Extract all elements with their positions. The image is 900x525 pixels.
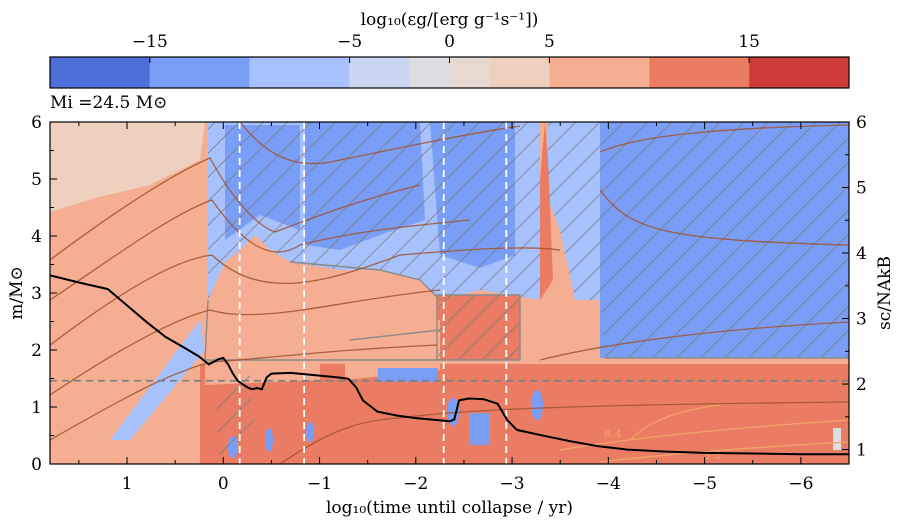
- mixing-boundary-2: [436, 294, 521, 361]
- mixing-boundary-1: [204, 299, 440, 361]
- iso-mass-3: [50, 247, 561, 346]
- colorbar-bin-1: [149, 57, 250, 88]
- y-tick-label-3: 3: [31, 284, 42, 304]
- colorbar-tick-label-3: 5: [544, 32, 555, 52]
- reference-lines: [50, 122, 849, 464]
- colorbar-bin-9: [749, 57, 849, 88]
- field-envelope-pale: [50, 122, 205, 212]
- pocket-4: [447, 398, 459, 426]
- colorbar-bin-5: [449, 57, 490, 88]
- x-tick-label-6: −5: [692, 474, 717, 494]
- y-tick-label-6: 6: [31, 113, 42, 133]
- mixing-boundary-3: [289, 261, 441, 301]
- hatch-convective-outer: [208, 122, 540, 300]
- iso-mass-10: [279, 401, 849, 464]
- field-blue-tongue: [110, 320, 205, 440]
- y-tick-label-4: 4: [31, 227, 42, 247]
- burning-contour-1: [559, 419, 849, 451]
- iso-mass-contours: [50, 122, 849, 464]
- iso-mass-1: [50, 157, 421, 261]
- colorbar-ticks: −15 −5 0 5 15: [132, 32, 760, 63]
- pocket-7: [470, 413, 490, 445]
- colorbar: −15 −5 0 5 15 log₁₀(εg/[erg g⁻¹s⁻¹]): [49, 10, 850, 89]
- y-tick-label-5: 5: [31, 170, 42, 190]
- colorbar-tick-label-1: −5: [337, 32, 362, 52]
- burning-contour-3: [629, 404, 721, 441]
- y2-axis-label: sc/NAkB: [875, 256, 895, 330]
- axes-ticks: 1 0 −1 −2 −3 −4 −5 −6 0 1 2 3 4 5 6 1 2 3 4 5 6: [31, 113, 867, 494]
- field-red-streak: [540, 122, 553, 300]
- colorbar-bin-7: [549, 57, 650, 88]
- y2-tick-label-3: 4: [856, 244, 867, 264]
- field-red-core: [200, 364, 849, 464]
- y-axis-label: m/M⊙: [7, 266, 27, 320]
- x-tick-label-5: −4: [596, 474, 621, 494]
- y2-tick-label-0: 1: [856, 441, 867, 461]
- x-tick-label-0: 1: [122, 474, 133, 494]
- y-tick-label-0: 0: [31, 455, 42, 475]
- y-tick-label-1: 1: [31, 398, 42, 418]
- colorbar-bin-2: [249, 57, 350, 88]
- pocket-3: [306, 422, 314, 442]
- pocket-8: [833, 428, 841, 450]
- field-salmon-shell: [205, 360, 320, 385]
- pocket-5: [531, 390, 543, 420]
- pocket-2: [265, 428, 273, 452]
- iso-mass-2: [50, 199, 471, 301]
- colorbar-bin-0: [50, 57, 150, 88]
- y2-tick-label-1: 2: [856, 375, 867, 395]
- burning-contours: [559, 404, 849, 463]
- y2-tick-label-2: 3: [856, 310, 867, 330]
- x-axis-label: log₁₀(time until collapse / yr): [326, 498, 573, 518]
- iso-mass-8: [599, 189, 849, 246]
- y2-tick-label-4: 5: [856, 179, 867, 199]
- x-tick-label-7: −6: [788, 474, 813, 494]
- colorbar-bins: [50, 57, 849, 88]
- hatch-convective-small: [215, 375, 255, 460]
- y2-tick-label-5: 6: [856, 113, 867, 133]
- initial-mass-annotation: Mi =24.5 M⊙: [50, 93, 167, 113]
- mixing-boundaries: [204, 261, 849, 361]
- heatmap-field: 8.4 9.0: [50, 122, 849, 464]
- contour-label-1: 8.4: [604, 428, 622, 441]
- iso-mass-7: [599, 124, 849, 153]
- colorbar-tick-label-4: 15: [738, 32, 760, 52]
- colorbar-tick-label-2: 0: [444, 32, 455, 52]
- colorbar-bin-3: [349, 57, 410, 88]
- x-tick-label-4: −3: [500, 474, 525, 494]
- x-tick-label-3: −2: [403, 474, 428, 494]
- hatch-convective-block: [437, 295, 520, 360]
- colorbar-bin-8: [649, 57, 750, 88]
- iso-mass-9: [539, 321, 849, 361]
- hatch-convective-right: [548, 122, 849, 358]
- iso-mass-4: [50, 289, 441, 396]
- x-tick-label-2: −1: [307, 474, 332, 494]
- colorbar-bin-4: [409, 57, 450, 88]
- colorbar-label: log₁₀(εg/[erg g⁻¹s⁻¹]): [361, 10, 539, 30]
- colorbar-bin-6: [489, 57, 550, 88]
- colorbar-tick-label-0: −15: [132, 32, 168, 52]
- x-tick-label-1: 0: [218, 474, 229, 494]
- y-tick-label-2: 2: [31, 341, 42, 361]
- contour-label-2: 9.0: [704, 449, 722, 462]
- iso-mass-6: [239, 122, 521, 165]
- pocket-6: [378, 368, 438, 382]
- central-entropy-line: [50, 274, 849, 456]
- mixing-boundary-5: [349, 329, 441, 341]
- field-salmon-inset: [345, 320, 440, 380]
- burning-contour-2: [599, 441, 849, 463]
